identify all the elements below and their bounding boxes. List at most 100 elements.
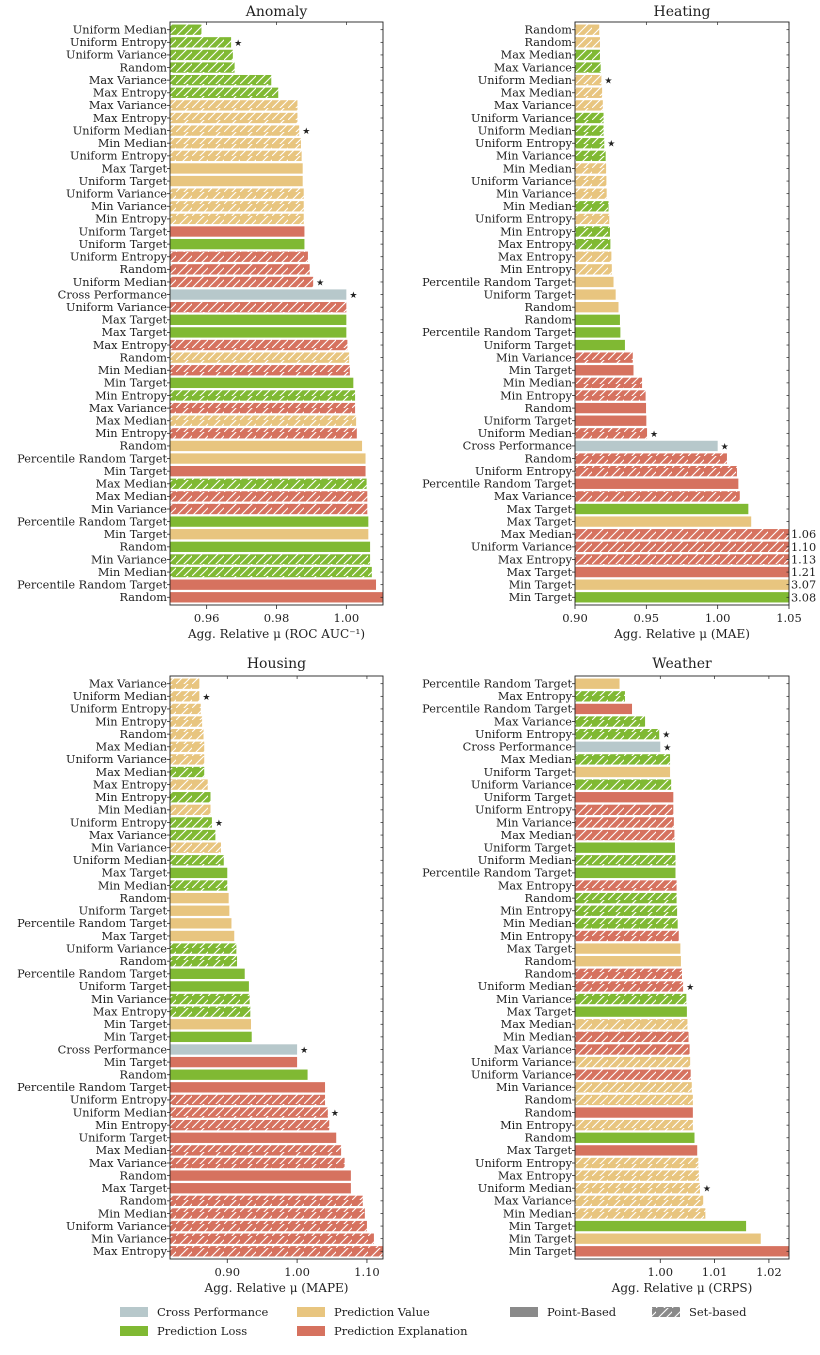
bar-min-target [575, 1246, 789, 1257]
x-axis: 0.90 0.95 1.00 1.05 Agg. Relative μ (MAE) [562, 22, 802, 641]
bar-uniform-median [170, 125, 300, 136]
category-label: Uniform Median [478, 427, 572, 440]
category-label: Random [119, 541, 167, 554]
category-label: Uniform Entropy [70, 36, 168, 49]
category-label: Min Target [104, 1018, 168, 1031]
category-label: Min Variance [496, 1081, 572, 1094]
bar-random [170, 541, 371, 553]
category-label: Random [524, 24, 572, 37]
x-tick-label: 1.02 [756, 1265, 782, 1279]
legend: Cross Performance Prediction Loss Predicti… [120, 1305, 747, 1338]
bar-cross-performance [575, 440, 718, 452]
category-label: Min Variance [91, 841, 167, 854]
category-label: Uniform Target [484, 841, 573, 854]
bar-max-entropy [170, 1006, 251, 1017]
category-label: Max Target [101, 930, 167, 943]
legend-item-set-based: Set-based [652, 1305, 747, 1319]
bar-max-median [170, 415, 357, 426]
category-label: Min Target [104, 377, 168, 390]
bar-min-target [575, 365, 634, 376]
category-label: Min Entropy [95, 427, 168, 440]
bar-cross-performance [170, 1044, 298, 1055]
bar-min-entropy [575, 1119, 693, 1131]
category-label: Min Variance [91, 553, 167, 566]
bar-max-variance [170, 74, 272, 86]
bar-random [170, 62, 235, 73]
bar-min-target [170, 529, 369, 540]
legend-swatch [297, 1326, 325, 1336]
bar-min-entropy [575, 390, 646, 401]
legend-label: Set-based [689, 1305, 747, 1319]
category-label: Uniform Target [484, 339, 573, 352]
category-label: Min Entropy [95, 213, 168, 226]
category-label: Uniform Target [79, 225, 168, 238]
category-label: Min Median [98, 566, 167, 579]
plot-frame [574, 21, 790, 606]
x-tick-label: 1.00 [334, 611, 360, 625]
bar-max-median [170, 741, 205, 752]
bar-uniform-entropy [170, 251, 308, 262]
category-label: Random [524, 1132, 572, 1145]
panel-title: Anomaly [245, 4, 308, 20]
category-label: Percentile Random Target [17, 452, 167, 465]
bar-max-variance [170, 678, 200, 689]
category-label: Max Entropy [498, 879, 573, 892]
bar-uniform-median [575, 1183, 700, 1194]
category-label: Max Target [101, 1182, 167, 1195]
bar-max-median [170, 478, 367, 489]
category-label: Min Median [98, 364, 167, 377]
bar-uniform-target [575, 792, 674, 803]
bar-max-variance [170, 100, 298, 111]
category-label: Min Entropy [95, 1119, 168, 1132]
bar-uniform-target [575, 766, 671, 778]
bar-min-median [170, 804, 211, 816]
bar-max-target [575, 1006, 687, 1017]
category-label: Max Entropy [498, 690, 573, 703]
category-label: Min Target [509, 578, 573, 591]
plot-frame [169, 675, 384, 1260]
bar-min-target [170, 1019, 252, 1030]
significance-star-icon: ★ [604, 77, 612, 87]
x-axis-label: Agg. Relative μ (MAPE) [204, 1281, 349, 1295]
category-label: Max Entropy [93, 1245, 168, 1258]
category-label: Uniform Median [73, 1106, 167, 1119]
x-tick-label: 1.01 [702, 1265, 728, 1279]
category-label: Max Median [501, 829, 572, 842]
y-ticks [167, 683, 383, 1252]
category-label: Min Median [503, 200, 572, 213]
bar-uniform-target [575, 415, 647, 426]
bar-min-variance [170, 554, 371, 565]
category-label: Uniform Entropy [475, 728, 573, 741]
category-label: Random [524, 36, 572, 49]
category-label: Uniform Entropy [475, 804, 573, 817]
bar-min-entropy [170, 1119, 330, 1131]
bar-uniform-target [575, 289, 616, 300]
bar-min-median [575, 1208, 706, 1219]
category-label: Min Median [503, 1207, 572, 1220]
category-label: Random [524, 402, 572, 415]
bar-uniform-variance [575, 779, 672, 790]
category-label: Uniform Variance [66, 1220, 167, 1233]
category-label: Uniform Median [478, 74, 572, 87]
bar-random [170, 1170, 351, 1181]
significance-star-icon: ★ [349, 291, 357, 301]
bar-min-variance [575, 1082, 692, 1093]
category-label: Uniform Target [79, 1132, 168, 1145]
bar-percentile-random-target [575, 276, 614, 288]
category-label: Uniform Entropy [70, 150, 168, 163]
legend-swatch [652, 1307, 680, 1317]
bar-max-entropy [170, 1246, 383, 1257]
category-label: Min Median [503, 1031, 572, 1044]
bar-max-median [575, 1019, 688, 1030]
bar-percentile-random-target [575, 478, 739, 489]
x-tick-label: 0.96 [194, 611, 220, 625]
bar-min-entropy [575, 905, 678, 916]
bar-max-target [575, 516, 752, 527]
category-label: Max Variance [89, 74, 167, 87]
bar-max-target [170, 930, 235, 942]
bar-uniform-target [170, 1132, 337, 1143]
bar-random [575, 453, 727, 464]
category-label: Uniform Entropy [475, 213, 573, 226]
